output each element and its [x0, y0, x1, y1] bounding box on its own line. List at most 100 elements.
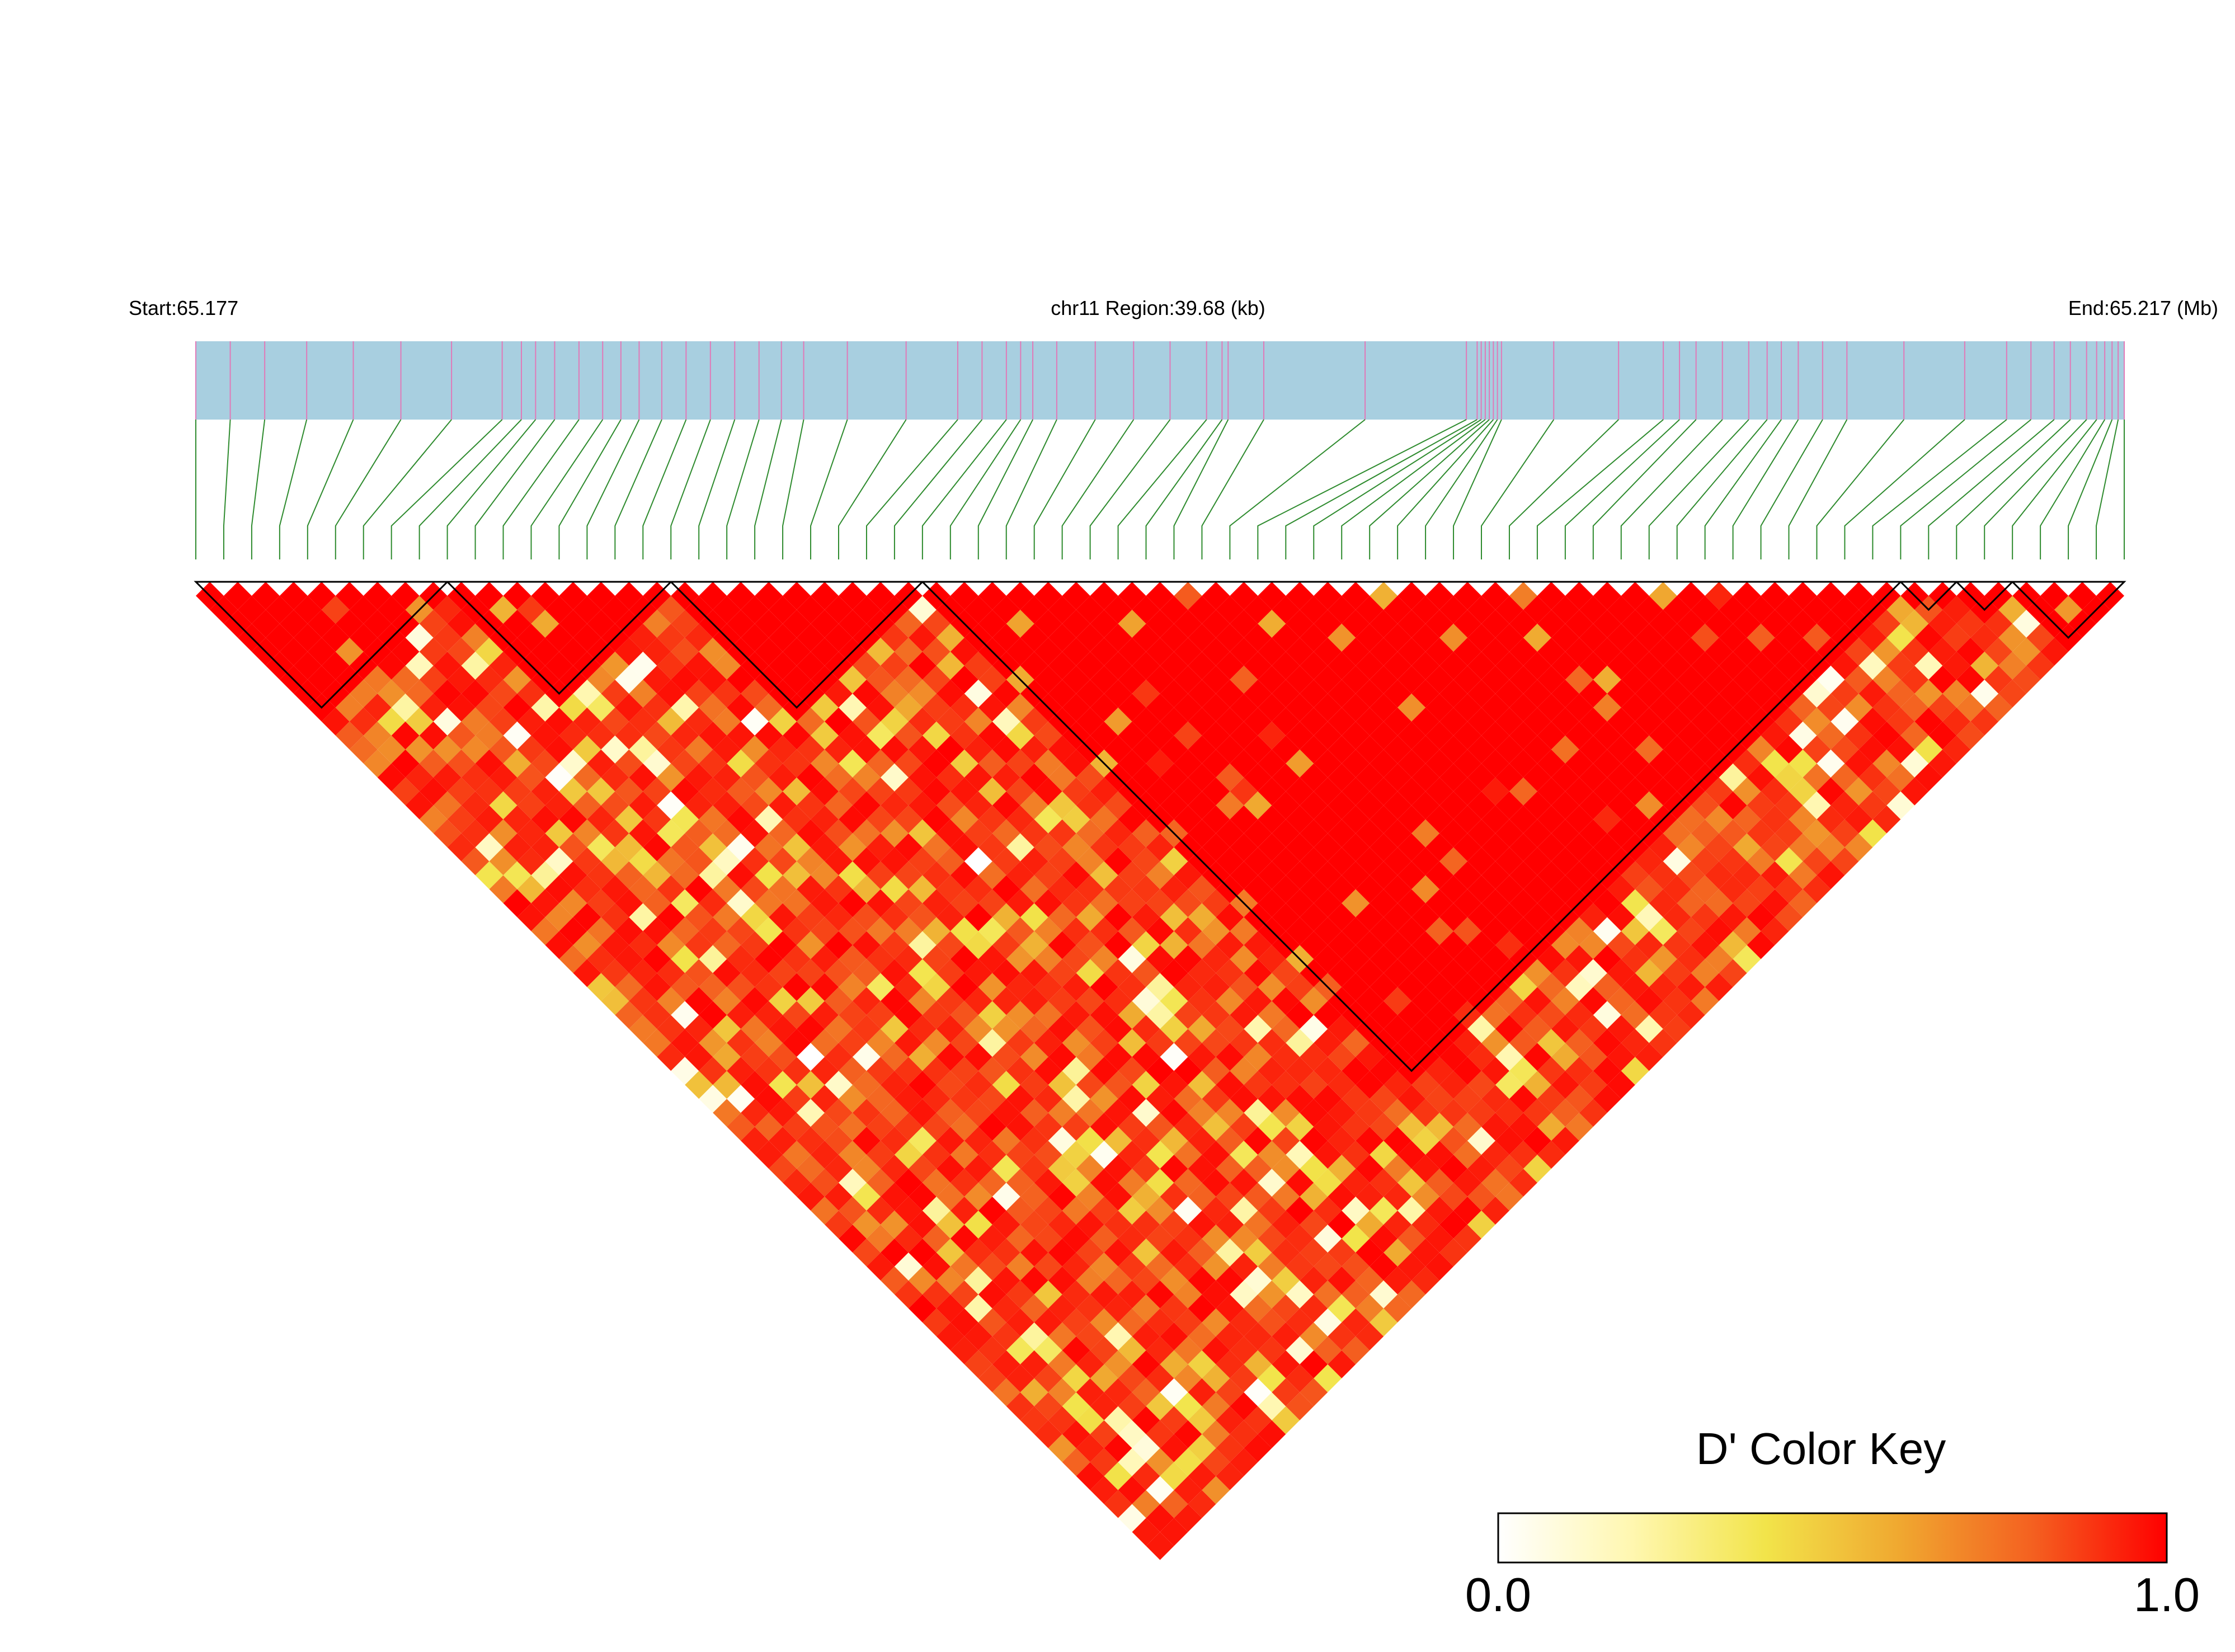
- ld-cell: [908, 1266, 937, 1295]
- snp-connector: [1900, 419, 2031, 559]
- ld-cell: [1188, 875, 1216, 903]
- ld-cell: [1384, 735, 1412, 764]
- ld-cell: [1006, 1197, 1034, 1225]
- ld-cell: [1230, 1085, 1258, 1113]
- ld-cell: [461, 707, 490, 736]
- ld-cell: [1314, 805, 1342, 834]
- ld-cell: [1370, 1001, 1398, 1029]
- ld-cell: [531, 749, 559, 778]
- ld-cell: [950, 1141, 978, 1169]
- ld-cell: [1970, 679, 1999, 708]
- ld-cell: [1188, 791, 1216, 820]
- ld-cell: [1733, 749, 1761, 778]
- ld-cell: [1118, 1252, 1146, 1281]
- ld-cell: [1761, 637, 1789, 666]
- ld-cell: [1090, 1225, 1118, 1253]
- ld-cell: [1328, 931, 1356, 959]
- ld-cell: [1663, 931, 1691, 959]
- ld-cell: [1202, 777, 1230, 806]
- ld-cell: [1342, 945, 1370, 973]
- ld-cell: [1677, 861, 1705, 889]
- ld-cell: [545, 847, 573, 876]
- ld-cell: [1384, 987, 1412, 1015]
- ld-cell: [531, 805, 559, 834]
- ld-cell: [1607, 875, 1635, 903]
- ld-cell: [1090, 1141, 1118, 1169]
- ld-cell: [1300, 1155, 1328, 1183]
- ld-cell: [1607, 623, 1635, 652]
- ld-cell: [573, 623, 601, 652]
- ld-cell: [1272, 1043, 1300, 1071]
- ld-cell: [1230, 665, 1258, 694]
- ld-cell: [1928, 665, 1957, 694]
- ld-cell: [1705, 609, 1733, 638]
- ld-cell: [992, 1350, 1020, 1378]
- ld-cell: [1705, 582, 1733, 610]
- color-key-min-label: 0.0: [1465, 1569, 1531, 1622]
- ld-cell: [1104, 1350, 1132, 1378]
- ld-cell: [894, 1280, 923, 1309]
- ld-cell: [1356, 1211, 1384, 1239]
- ld-cell: [1481, 805, 1509, 834]
- ld-cell: [1481, 582, 1509, 610]
- ld-cell: [1803, 707, 1831, 736]
- ld-cell: [1607, 763, 1635, 792]
- ld-cell: [1635, 959, 1663, 987]
- ld-cell: [964, 1322, 992, 1350]
- ld-cell: [894, 861, 923, 889]
- ld-cell: [1132, 819, 1160, 848]
- ld-cell: [1453, 973, 1481, 1001]
- ld-cell: [1202, 1113, 1230, 1141]
- ld-cell: [894, 1113, 923, 1141]
- ld-cell: [461, 819, 490, 848]
- ld-cell: [1160, 1127, 1188, 1155]
- ld-cell: [1216, 1127, 1244, 1155]
- ld-cell: [1328, 707, 1356, 736]
- ld-cell: [1328, 763, 1356, 792]
- ld-cell: [1775, 847, 1803, 876]
- ld-cell: [1398, 721, 1426, 750]
- ld-cell: [1481, 889, 1509, 917]
- ld-cell: [1174, 1141, 1202, 1169]
- ld-cell: [1579, 679, 1607, 708]
- ld-cell: [1062, 1001, 1090, 1029]
- ld-cell: [1411, 651, 1440, 680]
- ld-cell: [1984, 609, 2013, 638]
- ld-cell: [1216, 1071, 1244, 1099]
- ld-cell: [1649, 833, 1677, 862]
- ld-cell: [1845, 721, 1873, 750]
- ld-cell: [1146, 1057, 1174, 1085]
- ld-cell: [1398, 582, 1426, 610]
- ld-cell: [866, 1225, 895, 1253]
- ld-cell: [1174, 665, 1202, 694]
- snp-connector: [1620, 419, 1723, 559]
- ld-cell: [1272, 875, 1300, 903]
- ld-cell: [797, 1155, 825, 1183]
- ld-cell: [1132, 931, 1160, 959]
- ld-cell: [1174, 805, 1202, 834]
- ld-cell: [1160, 847, 1188, 876]
- ld-cell: [1398, 973, 1426, 1001]
- ld-cell: [1146, 637, 1174, 666]
- ld-cell: [1384, 1127, 1412, 1155]
- ld-cell: [1593, 721, 1621, 750]
- ld-cell: [1467, 1127, 1495, 1155]
- ld-cell: [1286, 721, 1314, 750]
- ld-cells: [196, 582, 2124, 1560]
- ld-cell: [1230, 1113, 1258, 1141]
- ld-cell: [1230, 861, 1258, 889]
- ld-cell: [1551, 1127, 1579, 1155]
- ld-cell: [1467, 1183, 1495, 1211]
- ld-cell: [1160, 959, 1188, 987]
- ld-cell: [1872, 609, 1901, 638]
- ld-cell: [1677, 889, 1705, 917]
- ld-cell: [1286, 889, 1314, 917]
- snp-connector: [1285, 419, 1478, 559]
- ld-cell: [1244, 987, 1272, 1015]
- ld-cell: [741, 1015, 769, 1043]
- ld-cell: [1551, 735, 1579, 764]
- ld-cell: [1174, 889, 1202, 917]
- ld-cell: [1314, 1085, 1342, 1113]
- ld-cell: [1928, 637, 1957, 666]
- ld-cell: [461, 847, 490, 876]
